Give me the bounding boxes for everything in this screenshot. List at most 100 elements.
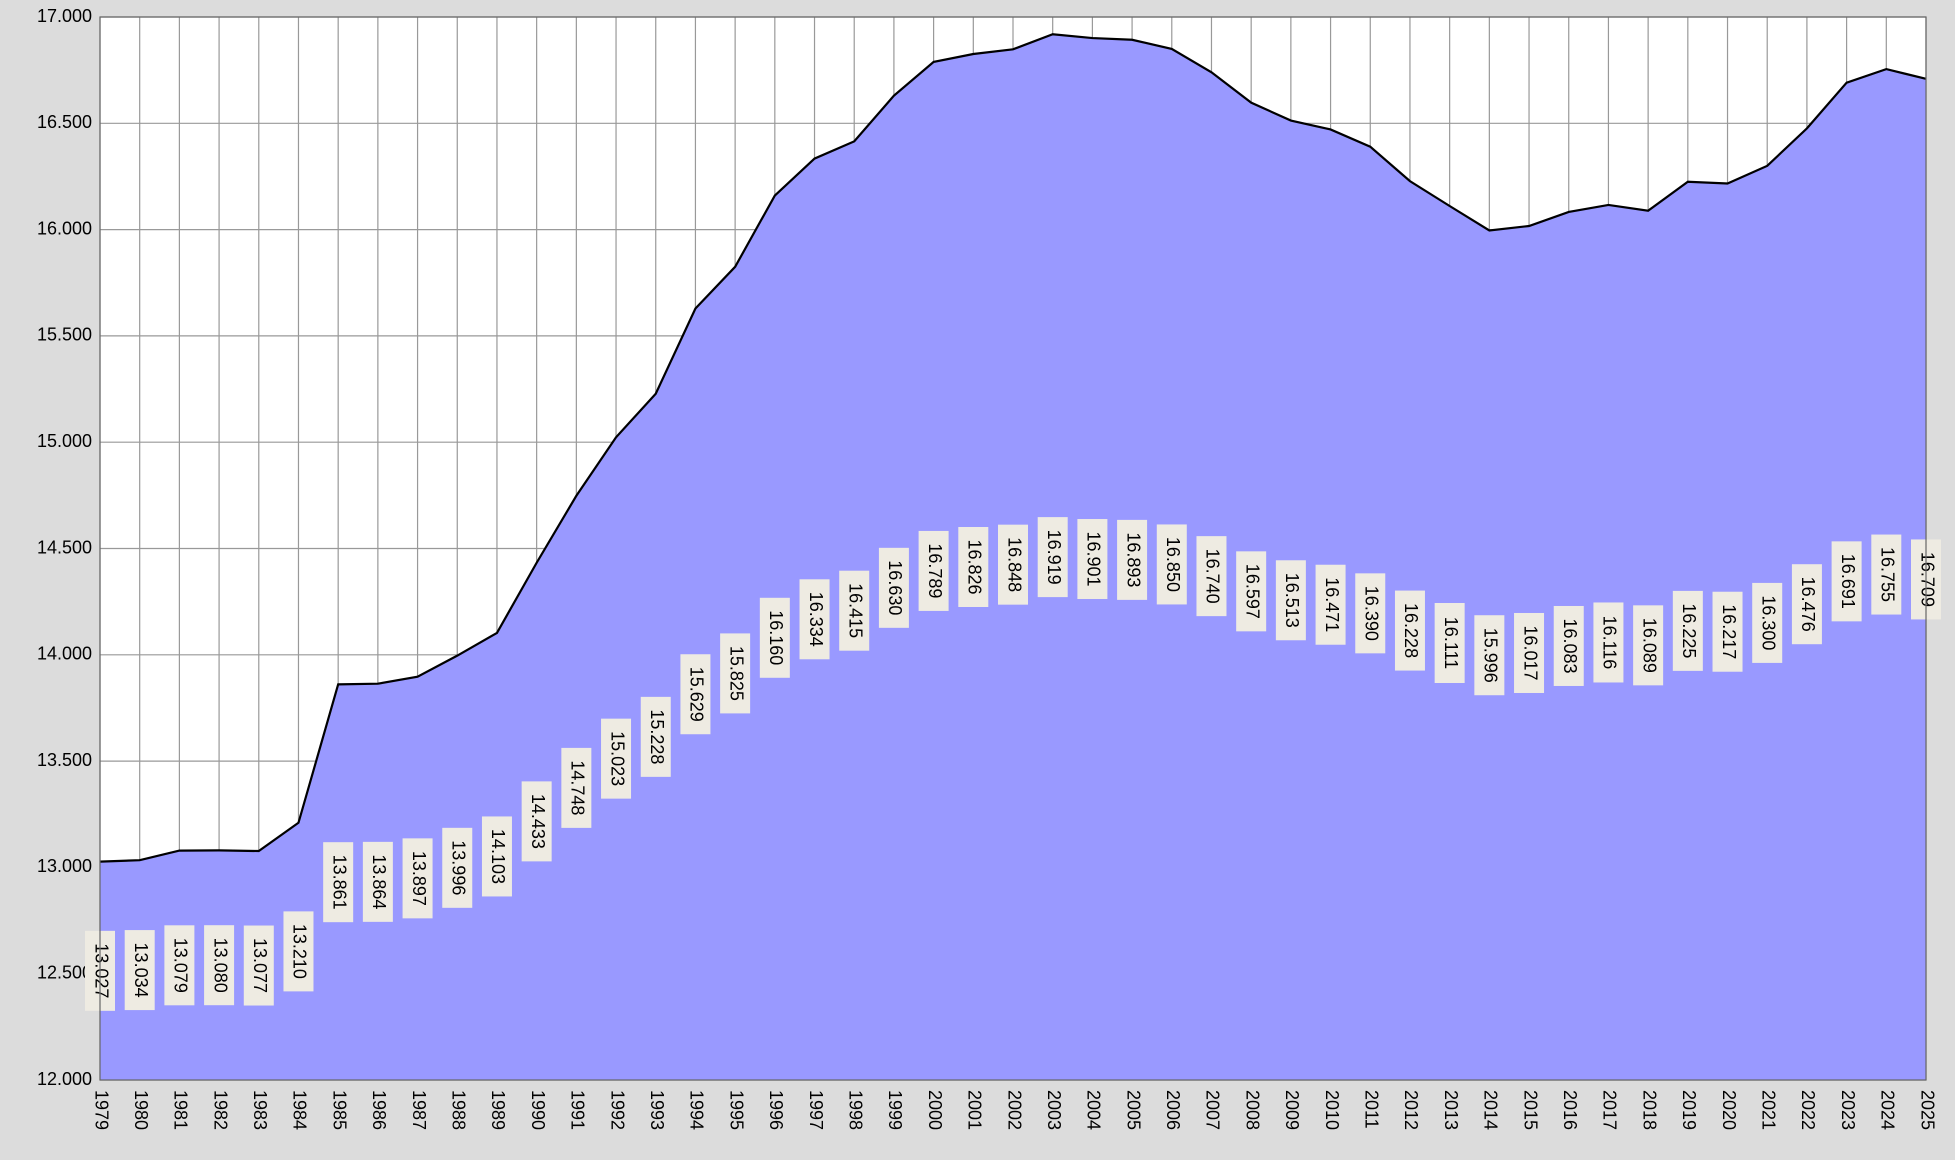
value-label: 13.027 xyxy=(91,943,111,998)
x-tick-label: 2000 xyxy=(925,1090,945,1130)
x-tick-label: 2009 xyxy=(1282,1090,1302,1130)
value-label: 16.513 xyxy=(1282,573,1302,628)
value-label-box xyxy=(124,930,155,1011)
y-tick-label: 13.500 xyxy=(37,750,92,770)
value-label-box xyxy=(918,530,949,611)
value-label-box xyxy=(958,526,989,607)
x-tick-label: 1985 xyxy=(329,1090,349,1130)
value-label-box xyxy=(1871,534,1902,615)
value-label-box xyxy=(1196,536,1227,617)
x-tick-label: 1998 xyxy=(845,1090,865,1130)
value-label: 16.160 xyxy=(766,610,786,665)
x-tick-label: 1991 xyxy=(568,1090,588,1130)
value-label: 13.864 xyxy=(369,854,389,909)
value-label: 16.089 xyxy=(1639,618,1659,673)
value-label-box xyxy=(442,827,473,908)
value-label: 16.755 xyxy=(1878,547,1898,602)
x-tick-label: 1979 xyxy=(91,1090,111,1130)
value-label-box xyxy=(601,718,632,799)
value-label: 14.748 xyxy=(568,760,588,815)
value-label-box xyxy=(1394,590,1425,671)
value-label: 13.077 xyxy=(250,938,270,993)
value-label: 13.079 xyxy=(171,938,191,993)
value-label: 13.996 xyxy=(449,840,469,895)
value-label: 15.629 xyxy=(687,667,707,722)
value-label: 16.017 xyxy=(1520,625,1540,680)
value-label: 16.630 xyxy=(885,560,905,615)
x-tick-label: 2021 xyxy=(1758,1090,1778,1130)
x-tick-label: 1981 xyxy=(171,1090,191,1130)
value-label: 16.111 xyxy=(1441,617,1461,669)
x-tick-label: 1992 xyxy=(607,1090,627,1130)
x-tick-label: 1994 xyxy=(687,1090,707,1130)
x-tick-label: 1987 xyxy=(409,1090,429,1130)
value-label: 16.300 xyxy=(1758,595,1778,650)
value-label: 16.789 xyxy=(925,543,945,598)
value-label-box xyxy=(998,524,1028,605)
x-tick-label: 2016 xyxy=(1560,1090,1580,1130)
y-tick-label: 15.000 xyxy=(37,431,92,451)
value-label: 13.034 xyxy=(131,943,151,998)
value-label-box xyxy=(1315,564,1346,645)
x-tick-label: 2007 xyxy=(1203,1090,1223,1130)
value-label: 16.476 xyxy=(1798,577,1818,632)
y-tick-label: 12.500 xyxy=(37,962,92,982)
x-tick-label: 2013 xyxy=(1441,1090,1461,1130)
value-label: 16.415 xyxy=(845,583,865,638)
x-tick-label: 1993 xyxy=(647,1090,667,1130)
x-tick-label: 1983 xyxy=(250,1090,270,1130)
plot-border xyxy=(99,16,1927,1081)
y-tick-label: 14.500 xyxy=(37,537,92,557)
value-label-box xyxy=(1156,524,1187,605)
x-tick-label: 2017 xyxy=(1600,1090,1620,1130)
value-label-box xyxy=(1037,517,1068,598)
value-label-box xyxy=(561,747,592,828)
x-tick-label: 2001 xyxy=(965,1090,985,1130)
value-label-box xyxy=(680,654,711,735)
x-tick-label: 1982 xyxy=(210,1090,230,1130)
value-label-box xyxy=(1791,564,1822,645)
value-label: 16.471 xyxy=(1322,577,1342,632)
x-tick-label: 2002 xyxy=(1004,1090,1024,1130)
value-label: 16.850 xyxy=(1163,537,1183,592)
value-label: 13.897 xyxy=(409,851,429,906)
value-label-box xyxy=(1672,590,1703,671)
value-label: 14.103 xyxy=(488,829,508,884)
value-label: 16.390 xyxy=(1362,586,1382,641)
y-tick-label: 16.500 xyxy=(37,112,92,132)
x-tick-label: 2024 xyxy=(1878,1090,1898,1130)
y-tick-label: 17.000 xyxy=(37,6,92,26)
value-label-box xyxy=(878,547,909,628)
value-label: 16.334 xyxy=(806,592,826,647)
value-label: 16.826 xyxy=(965,539,985,594)
value-label-box xyxy=(1275,560,1306,641)
value-label: 16.691 xyxy=(1838,554,1858,609)
value-label-box xyxy=(1514,612,1545,693)
value-label-box xyxy=(402,838,433,919)
value-label-box xyxy=(839,570,870,651)
x-tick-label: 1997 xyxy=(806,1090,826,1130)
value-label: 13.861 xyxy=(329,855,349,910)
x-tick-label: 2018 xyxy=(1639,1090,1659,1130)
value-label-box xyxy=(759,597,790,678)
value-label: 16.228 xyxy=(1401,603,1421,658)
value-label: 15.023 xyxy=(607,731,627,786)
value-label-box xyxy=(1633,605,1664,686)
value-label-box xyxy=(720,633,751,714)
x-tick-label: 1980 xyxy=(131,1090,151,1130)
value-label-box xyxy=(1752,582,1783,663)
value-label-box xyxy=(1236,551,1267,632)
x-tick-label: 2010 xyxy=(1322,1090,1342,1130)
value-label: 16.217 xyxy=(1719,604,1739,659)
value-label-box xyxy=(521,781,552,862)
value-label-box xyxy=(1355,573,1386,654)
value-label: 16.919 xyxy=(1044,530,1064,585)
value-label-box xyxy=(1831,541,1862,622)
line xyxy=(99,33,1927,863)
x-tick-label: 1988 xyxy=(449,1090,469,1130)
value-label: 13.210 xyxy=(290,924,310,979)
value-label: 13.080 xyxy=(210,938,230,993)
value-label-box xyxy=(1434,603,1465,684)
value-label-box xyxy=(243,925,274,1006)
